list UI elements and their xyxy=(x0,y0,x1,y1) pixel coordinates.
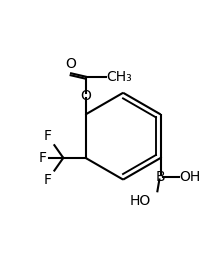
Text: F: F xyxy=(44,173,52,187)
Text: O: O xyxy=(80,89,91,103)
Text: OH: OH xyxy=(180,170,201,184)
Text: F: F xyxy=(38,151,46,165)
Text: CH₃: CH₃ xyxy=(107,70,132,84)
Text: O: O xyxy=(65,57,76,71)
Text: HO: HO xyxy=(129,194,151,208)
Text: B: B xyxy=(156,170,166,184)
Text: F: F xyxy=(44,128,52,142)
